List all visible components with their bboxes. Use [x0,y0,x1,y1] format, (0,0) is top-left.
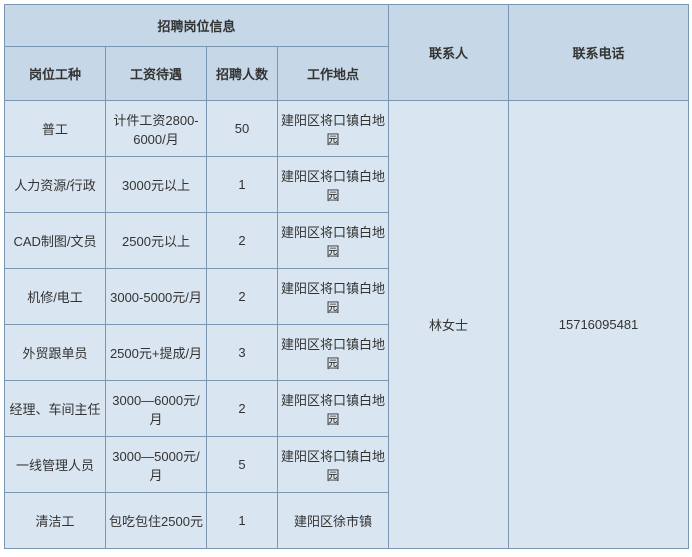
cell-location: 建阳区将口镇白地园 [278,437,389,493]
table-body: 普工计件工资2800-6000/月50建阳区将口镇白地园林女士157160954… [5,101,689,549]
cell-salary: 2500元以上 [106,213,207,269]
recruitment-table: 招聘岗位信息 联系人 联系电话 岗位工种 工资待遇 招聘人数 工作地点 普工计件… [4,4,689,549]
cell-location: 建阳区将口镇白地园 [278,213,389,269]
cell-location: 建阳区将口镇白地园 [278,269,389,325]
cell-salary: 3000—6000元/月 [106,381,207,437]
cell-salary: 3000元以上 [106,157,207,213]
cell-position: 经理、车间主任 [5,381,106,437]
cell-salary: 包吃包住2500元 [106,493,207,549]
cell-location: 建阳区将口镇白地园 [278,325,389,381]
table-row: 普工计件工资2800-6000/月50建阳区将口镇白地园林女士157160954… [5,101,689,157]
subheader-location: 工作地点 [278,47,389,101]
subheader-salary: 工资待遇 [106,47,207,101]
cell-position: 人力资源/行政 [5,157,106,213]
cell-position: 机修/电工 [5,269,106,325]
cell-location: 建阳区将口镇白地园 [278,157,389,213]
cell-count: 2 [207,381,278,437]
cell-contact-name: 林女士 [389,101,509,549]
cell-location: 建阳区将口镇白地园 [278,381,389,437]
cell-position: CAD制图/文员 [5,213,106,269]
cell-location: 建阳区将口镇白地园 [278,101,389,157]
cell-count: 1 [207,493,278,549]
subheader-position: 岗位工种 [5,47,106,101]
cell-count: 5 [207,437,278,493]
header-contact: 联系人 [389,5,509,101]
cell-position: 一线管理人员 [5,437,106,493]
cell-salary: 3000-5000元/月 [106,269,207,325]
cell-location: 建阳区徐市镇 [278,493,389,549]
subheader-count: 招聘人数 [207,47,278,101]
cell-position: 清洁工 [5,493,106,549]
cell-count: 2 [207,269,278,325]
cell-count: 1 [207,157,278,213]
cell-count: 3 [207,325,278,381]
cell-salary: 3000—5000元/月 [106,437,207,493]
header-main: 招聘岗位信息 [5,5,389,47]
cell-count: 2 [207,213,278,269]
cell-salary: 计件工资2800-6000/月 [106,101,207,157]
cell-count: 50 [207,101,278,157]
cell-salary: 2500元+提成/月 [106,325,207,381]
header-phone: 联系电话 [509,5,689,101]
cell-contact-phone: 15716095481 [509,101,689,549]
cell-position: 普工 [5,101,106,157]
cell-position: 外贸跟单员 [5,325,106,381]
